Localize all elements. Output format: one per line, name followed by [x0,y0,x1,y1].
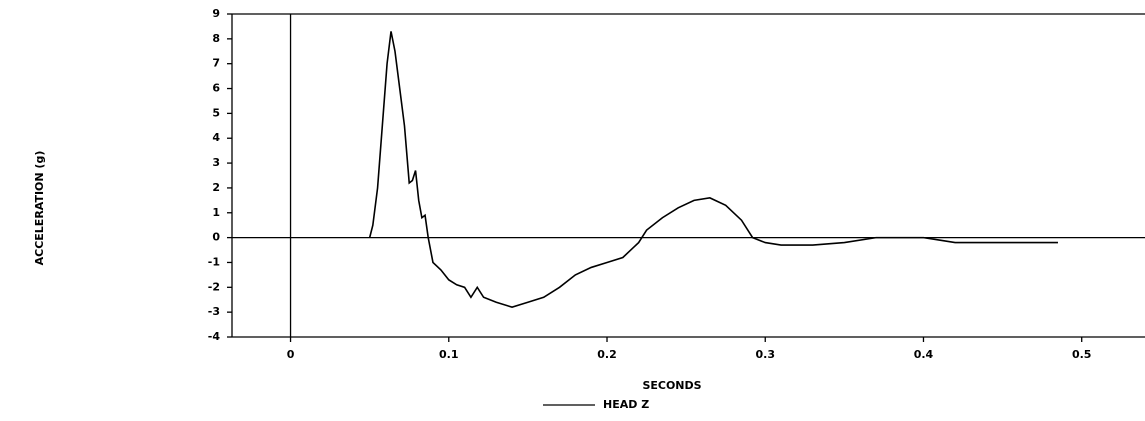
y-tick-label: 7 [212,57,220,70]
x-tick-label: 0 [287,348,295,361]
y-tick-label: 9 [212,7,220,20]
y-tick-label: -2 [208,280,220,293]
y-tick-label: 2 [212,181,220,194]
x-tick-label: 0.3 [755,348,775,361]
y-tick-label: 4 [212,131,220,144]
x-axis-label: SECONDS [642,379,701,392]
data-line [368,31,1058,309]
y-tick-label: 8 [212,32,220,45]
y-tick-label: 0 [212,231,220,244]
legend-label: HEAD Z [603,398,649,411]
x-tick-label: 0.4 [914,348,934,361]
x-tick-label: 0.1 [439,348,459,361]
x-tick-label: 0.2 [597,348,617,361]
y-tick-label: -4 [208,330,221,343]
y-tick-label: 6 [212,82,220,95]
y-tick-label: 3 [212,156,220,169]
y-axis-label: ACCELERATION (g) [33,151,46,266]
x-tick-label: 0.5 [1072,348,1092,361]
y-tick-label: -3 [208,305,220,318]
y-tick-label: -1 [208,255,220,268]
y-tick-label: 5 [212,106,220,119]
y-tick-label: 1 [212,206,220,219]
